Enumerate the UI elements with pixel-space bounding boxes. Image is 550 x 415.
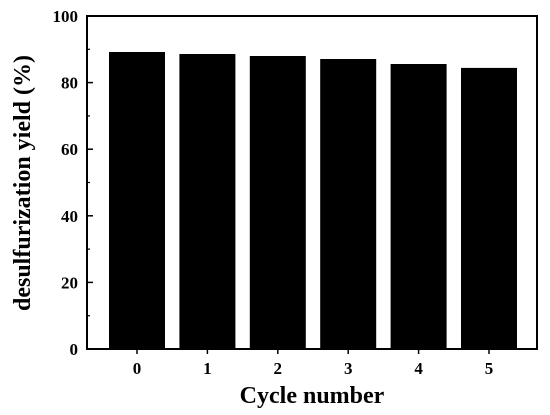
bar-cycle-1 — [179, 54, 236, 349]
bar-cycle-5 — [461, 67, 517, 350]
y-axis-title: desulfurization yield (%) — [10, 55, 36, 311]
x-tick-label: 5 — [485, 359, 494, 378]
x-tick-label: 0 — [133, 359, 142, 378]
y-ticks-group: 0 20 40 60 80 100 — [53, 7, 93, 359]
bar-cycle-3 — [320, 59, 377, 349]
y-tick-label: 100 — [53, 7, 79, 26]
x-tick-label: 2 — [274, 359, 283, 378]
x-axis-title: Cycle number — [240, 383, 385, 409]
bar-cycle-4 — [390, 64, 447, 349]
y-tick-label: 60 — [61, 140, 78, 159]
y-tick-label: 40 — [61, 207, 78, 226]
x-ticks-group: 0 1 2 3 4 5 — [133, 349, 494, 378]
bar-cycle-0 — [109, 52, 165, 349]
y-tick-label: 0 — [70, 340, 79, 359]
y-tick-label: 20 — [61, 273, 78, 292]
x-tick-label: 1 — [203, 359, 212, 378]
bars-group — [109, 52, 517, 350]
bar-cycle-2 — [249, 56, 306, 349]
y-tick-label: 80 — [61, 74, 78, 93]
x-tick-label: 4 — [414, 359, 423, 378]
x-tick-label: 3 — [344, 359, 353, 378]
